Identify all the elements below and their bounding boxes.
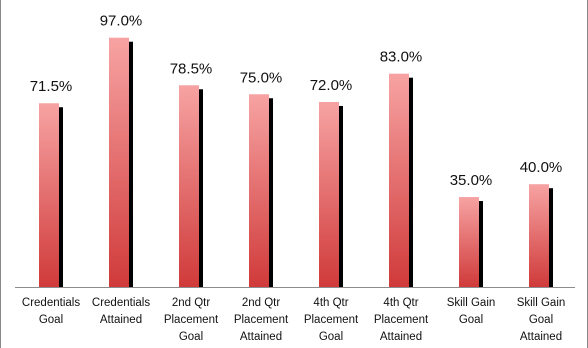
- x-tick-label: 2nd Qtr Placement Goal: [164, 297, 219, 343]
- x-tick-label: Skill Gain Goal Attained: [517, 297, 566, 343]
- x-tick-label: 2nd Qtr Placement Attained: [234, 297, 289, 343]
- x-tick-label: Credentials Attained: [92, 297, 150, 326]
- bar: [249, 94, 269, 287]
- bar: [529, 184, 549, 287]
- x-tick-label-line: 2nd Qtr: [242, 297, 281, 309]
- x-tick-label: 4th Qtr Placement Goal: [304, 297, 359, 343]
- data-label: 78.5%: [170, 60, 213, 77]
- x-tick-label-line: Goal: [319, 331, 343, 343]
- x-tick-label-line: Attained: [100, 314, 142, 326]
- data-label: 71.5%: [30, 78, 73, 95]
- bar: [459, 197, 479, 287]
- x-tick-label: 4th Qtr Placement Attained: [374, 297, 429, 343]
- x-tick-label-line: Credentials: [92, 297, 150, 309]
- x-tick-label-line: Goal: [39, 314, 63, 326]
- bar: [389, 73, 409, 287]
- x-tick-label-line: Attained: [380, 331, 422, 343]
- x-tick-label-line: Attained: [240, 331, 282, 343]
- bar: [39, 103, 59, 288]
- data-label: 40.0%: [520, 159, 563, 176]
- data-label: 97.0%: [100, 13, 143, 30]
- bar: [319, 101, 339, 288]
- bar: [179, 85, 199, 287]
- x-tick-label-line: Placement: [234, 314, 289, 326]
- x-tick-label-line: Goal: [459, 314, 483, 326]
- x-tick-label-line: Placement: [304, 314, 359, 326]
- bars-layer: [39, 37, 553, 288]
- x-tick-label-line: Placement: [164, 314, 219, 326]
- x-tick-label: Skill Gain Goal: [447, 297, 496, 326]
- bar: [109, 37, 129, 288]
- x-tick-label-line: Goal: [529, 314, 553, 326]
- x-tick-label-line: Skill Gain: [517, 297, 566, 309]
- data-label: 83.0%: [380, 49, 423, 66]
- x-tick-label-line: 4th Qtr: [313, 297, 348, 309]
- x-tick-label-line: Attained: [520, 331, 562, 343]
- x-tick-label-line: Placement: [374, 314, 429, 326]
- labels-layer: 71.5% Credentials Goal 97.0% Credentials Atta…: [22, 13, 565, 343]
- x-tick-label-line: Goal: [179, 331, 203, 343]
- x-tick-label-line: 4th Qtr: [383, 297, 418, 309]
- data-label: 35.0%: [450, 172, 493, 189]
- x-tick-label-line: 2nd Qtr: [172, 297, 211, 309]
- x-tick-label-line: Credentials: [22, 297, 80, 309]
- data-label: 72.0%: [310, 77, 353, 94]
- data-label: 75.0%: [240, 69, 283, 86]
- x-tick-label-line: Skill Gain: [447, 297, 496, 309]
- x-tick-label: Credentials Goal: [22, 297, 80, 326]
